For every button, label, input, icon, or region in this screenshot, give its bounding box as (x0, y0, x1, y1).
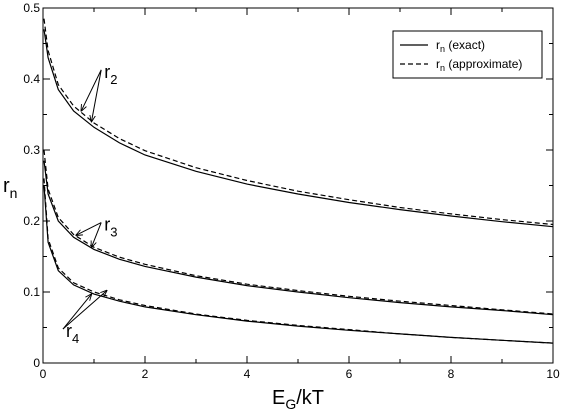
annotation-arrow-r3 (76, 222, 102, 236)
legend-label: rn (exact) (436, 38, 485, 54)
x-axis-title-main: E (272, 387, 285, 409)
x-tick-label: 2 (142, 367, 149, 381)
x-axis-title: EG/kT (272, 387, 324, 409)
curve-label-main: r (104, 215, 110, 235)
x-tick-label: 6 (346, 367, 353, 381)
legend-label-rest: (approximate) (445, 57, 522, 71)
annotation-arrow-r2 (81, 69, 102, 111)
y-tick-label: 0.5 (23, 1, 40, 15)
curve-label-main: r (66, 321, 72, 341)
x-axis-title-rest: /kT (296, 387, 324, 409)
legend-label: rn (approximate) (436, 57, 522, 73)
curve-label-sub: 4 (72, 331, 79, 346)
curve-label-sub: 2 (110, 72, 117, 87)
series-line-r3-exact (43, 160, 554, 316)
series-line-r3-approximate (43, 149, 554, 315)
series-line-r4-exact (43, 185, 554, 344)
curve-label-r3: r3 (104, 215, 117, 240)
y-tick-label: 0.2 (23, 214, 40, 228)
legend-label-rest: (exact) (445, 38, 485, 52)
curve-label-r4: r4 (66, 321, 79, 346)
annotation-arrow-r3 (91, 222, 102, 248)
x-tick-label: 10 (546, 367, 560, 381)
series-line-r2-approximate (43, 18, 554, 226)
y-tick-label: 0.4 (23, 72, 40, 86)
y-axis-title-sub: n (10, 185, 18, 201)
legend-box (392, 30, 543, 79)
y-axis-title-main: r (3, 175, 10, 197)
series-line-r4-approximate (43, 178, 554, 344)
annotation-arrow-r2 (91, 69, 102, 122)
curve-label-r2: r2 (104, 62, 117, 87)
x-tick-label: 4 (244, 367, 251, 381)
legend-label-sub: n (440, 63, 445, 73)
curve-label-sub: 3 (110, 225, 117, 240)
legend-label-main: r (436, 38, 440, 52)
y-tick-label: 0.1 (23, 285, 40, 299)
legend: rn (exact)rn (approximate) (392, 30, 543, 79)
y-tick-label: 0.3 (23, 143, 40, 157)
x-tick-label: 0 (40, 367, 47, 381)
y-tick-label: 0 (33, 356, 40, 370)
x-tick-label: 8 (448, 367, 455, 381)
y-axis-title: rn (3, 175, 17, 201)
annotation-arrow-r4 (62, 294, 91, 330)
curve-label-main: r (104, 62, 110, 82)
x-axis-title-sub: G (285, 396, 296, 409)
annotation-arrow-r4 (62, 291, 107, 330)
series-line-r2-exact (43, 29, 554, 228)
legend-label-sub: n (440, 44, 445, 54)
legend-label-main: r (436, 57, 440, 71)
